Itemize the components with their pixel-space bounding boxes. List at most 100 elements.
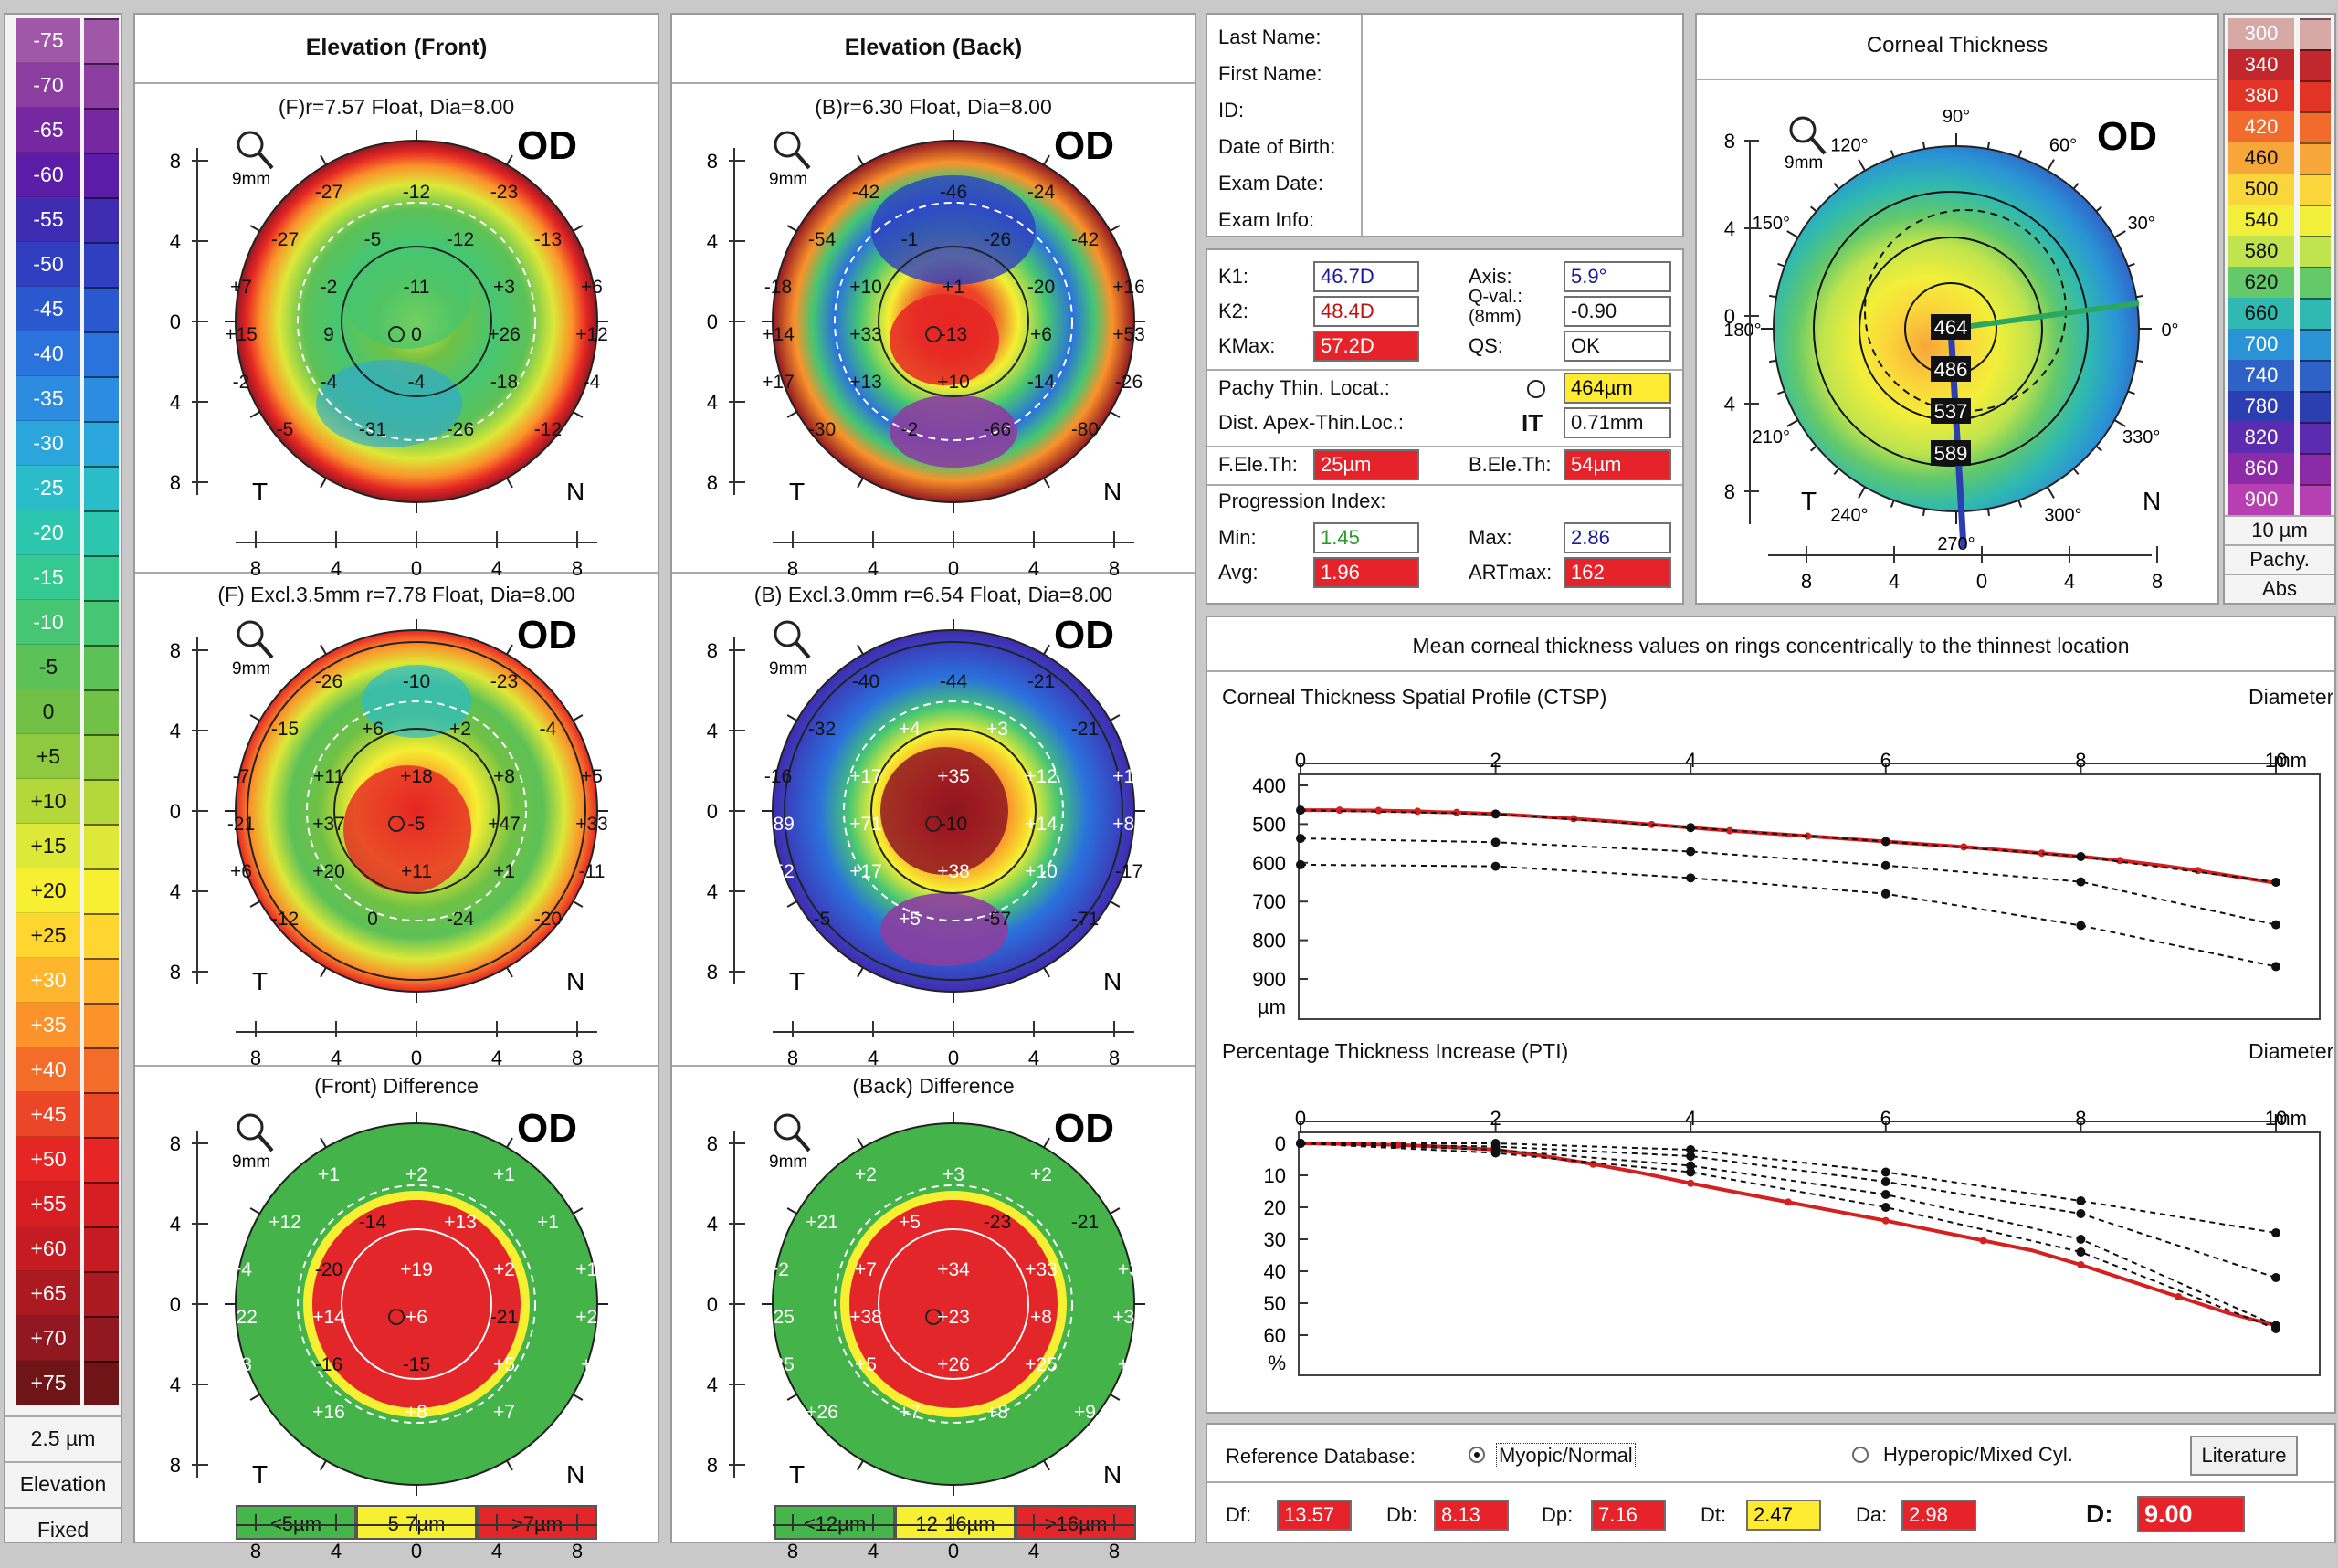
map-rim-tick xyxy=(857,644,864,656)
y-tick-label: 4 xyxy=(1724,393,1735,416)
map-rim-tick xyxy=(320,644,327,656)
scale-value: +15 xyxy=(16,824,80,868)
angle-label: 210° xyxy=(1753,427,1790,447)
normative-series-line xyxy=(1300,863,2277,968)
dist-direction: IT xyxy=(1522,409,1543,437)
scale-value: -70 xyxy=(16,63,80,108)
scale-swatch xyxy=(84,108,119,153)
zoom-magnifier-icon xyxy=(1789,116,1827,155)
map-rim-tick xyxy=(857,477,864,489)
back-legend-low: <12µm xyxy=(774,1505,895,1540)
normative-point xyxy=(2076,1247,2086,1257)
elevation-value: +25 xyxy=(762,1307,795,1328)
thin-location-symbol-icon xyxy=(1527,380,1545,398)
map-blob xyxy=(343,239,471,349)
scale-swatch xyxy=(84,779,119,824)
elevation-value: 0 xyxy=(367,909,378,930)
x-tick-label: 8 xyxy=(250,557,261,580)
elevation-value: +16 xyxy=(1112,277,1145,298)
elevation-value: +15 xyxy=(225,324,258,345)
scale-value: -55 xyxy=(16,197,80,242)
zoom-magnifier-icon xyxy=(237,131,274,170)
elevation-value: +33 xyxy=(1025,1259,1058,1280)
hyperopic-option[interactable]: Hyperopic/Mixed Cyl. xyxy=(1883,1443,2073,1466)
elevation-value: -23 xyxy=(490,182,518,203)
elevation-value: -16 xyxy=(764,766,792,787)
literature-button[interactable]: Literature xyxy=(2190,1436,2298,1476)
y-tick-label: 60 xyxy=(1264,1324,1286,1347)
thickness-map: 464 486 537 589 90° 120° 60° 150° 30° 180° 0° 210° 3… xyxy=(1723,107,2178,593)
artmax-value: 162 xyxy=(1564,557,1671,588)
rim-tick xyxy=(2017,150,2023,158)
x-tick-label: 4 xyxy=(868,1540,879,1563)
y-tick-label: 0 xyxy=(1724,305,1735,328)
map-rim-tick xyxy=(1043,1459,1050,1471)
y-tick-label: 800 xyxy=(1252,930,1286,952)
normative-point xyxy=(1296,1139,1305,1148)
scale-swatch xyxy=(84,197,119,242)
qval-sub-label: (8mm) xyxy=(1469,307,1522,327)
angle-label: 330° xyxy=(2122,427,2160,447)
map-rim-tick xyxy=(572,225,584,232)
zoom-label: 9mm xyxy=(232,659,270,679)
eye-label: OD xyxy=(1054,1106,1114,1151)
k2-label: K2: xyxy=(1218,300,1249,322)
elevation-value: -5 xyxy=(814,909,831,930)
elevation-value: +17 xyxy=(849,861,882,882)
temporal-label: T xyxy=(252,478,268,506)
scale-swatch xyxy=(84,287,119,331)
elevation-value: +3 xyxy=(1118,1259,1140,1280)
map-rim-tick xyxy=(320,966,327,978)
x-tick-label: 0 xyxy=(411,1540,422,1563)
myopic-normal-radio[interactable] xyxy=(1469,1447,1485,1463)
patient-point xyxy=(2038,849,2046,858)
myopic-normal-option[interactable]: Myopic/Normal xyxy=(1496,1443,1636,1468)
hyperopic-radio[interactable] xyxy=(1852,1447,1869,1463)
scale-swatch xyxy=(84,153,119,197)
scale-swatch xyxy=(84,1271,119,1316)
elevation-value: +6 xyxy=(405,1307,427,1328)
elevation-value: +7 xyxy=(493,1402,515,1423)
map-rim-tick xyxy=(1109,900,1121,908)
nasal-label: N xyxy=(566,1460,584,1489)
scale-swatch xyxy=(84,510,119,555)
elevation-value: +2 xyxy=(405,1164,427,1185)
rim-tick xyxy=(1858,486,1866,499)
qs-value: OK xyxy=(1564,331,1671,362)
k1-label: K1: xyxy=(1218,265,1249,288)
angle-label: 0° xyxy=(2161,321,2178,341)
x-unit-label: mm xyxy=(2273,1107,2307,1130)
back-legend-mid: 12-16µm xyxy=(895,1505,1016,1540)
x-tick-label: 8 xyxy=(572,1540,583,1563)
rim-tick xyxy=(2113,230,2126,238)
angle-label: 300° xyxy=(2044,506,2081,526)
zone-ring xyxy=(341,246,492,397)
artmax-label: ARTmax: xyxy=(1469,561,1553,584)
normative-point xyxy=(1686,873,1696,883)
scale-value: -75 xyxy=(16,18,80,63)
y-tick-label: 4 xyxy=(707,1373,718,1396)
elevation-value: -7 xyxy=(233,766,250,787)
x-tick-label: 4 xyxy=(1685,1107,1696,1130)
eye-label: OD xyxy=(517,123,577,168)
y-tick-label: 0 xyxy=(707,1293,718,1316)
elevation-value: +26 xyxy=(937,1354,970,1375)
df-value: 13.57 xyxy=(1277,1500,1352,1531)
map-rim-tick xyxy=(572,1394,584,1401)
normative-series-line xyxy=(1300,1142,2277,1279)
scale-swatch xyxy=(84,376,119,421)
front-map2-subtitle: (F) Excl.3.5mm r=7.78 Float, Dia=8.00 xyxy=(217,583,575,606)
map-rim-tick xyxy=(857,1137,864,1149)
normative-point xyxy=(2271,962,2280,972)
f-ele-value: 25µm xyxy=(1313,449,1419,480)
d-label: D: xyxy=(2086,1500,2113,1528)
map-rim-tick xyxy=(320,154,327,166)
back-map-axes: 8 8 4 4 0 0 4 4 8 8 xyxy=(707,1131,1134,1563)
scale-swatch xyxy=(84,824,119,868)
patient-point xyxy=(1374,806,1383,815)
x-tick-label: 8 xyxy=(2152,570,2163,593)
elevation-value: -46 xyxy=(940,182,967,203)
rim-tick xyxy=(1768,294,1777,299)
y-tick-label: 4 xyxy=(707,391,718,414)
normative-point xyxy=(1490,861,1501,871)
